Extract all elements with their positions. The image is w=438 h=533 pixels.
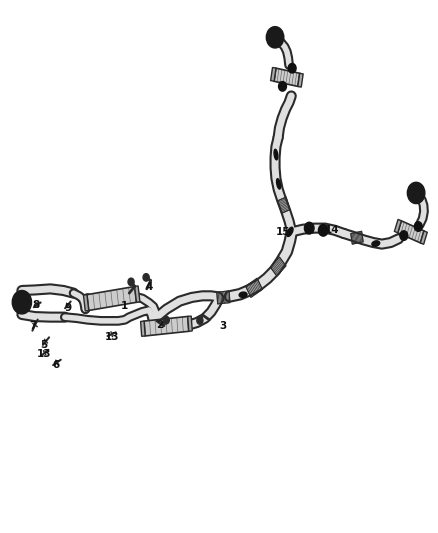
Text: 4: 4 <box>145 282 152 292</box>
Text: 8: 8 <box>32 300 39 310</box>
Polygon shape <box>144 317 189 336</box>
Polygon shape <box>395 220 401 233</box>
Text: 15: 15 <box>276 227 291 237</box>
Text: 14: 14 <box>325 225 339 235</box>
Ellipse shape <box>279 82 286 91</box>
Ellipse shape <box>288 63 296 73</box>
Polygon shape <box>420 231 427 244</box>
Polygon shape <box>398 221 424 243</box>
Text: 13: 13 <box>36 350 51 359</box>
Circle shape <box>17 296 27 308</box>
Text: 5: 5 <box>40 341 47 350</box>
Ellipse shape <box>414 222 422 231</box>
Text: 6: 6 <box>53 360 60 370</box>
Ellipse shape <box>276 179 281 189</box>
Polygon shape <box>188 316 192 332</box>
Circle shape <box>412 188 420 198</box>
Text: 1: 1 <box>121 302 128 311</box>
Polygon shape <box>84 295 89 311</box>
Circle shape <box>128 278 134 286</box>
Polygon shape <box>298 73 303 87</box>
Ellipse shape <box>304 222 314 234</box>
Polygon shape <box>271 68 276 82</box>
Circle shape <box>197 317 203 324</box>
Text: 3: 3 <box>220 321 227 331</box>
Text: 7: 7 <box>29 321 36 331</box>
Text: 13: 13 <box>104 332 119 342</box>
Circle shape <box>163 317 170 324</box>
Circle shape <box>143 273 149 281</box>
Ellipse shape <box>318 224 328 236</box>
Ellipse shape <box>287 227 293 237</box>
Circle shape <box>266 27 284 48</box>
Circle shape <box>12 290 32 314</box>
Ellipse shape <box>274 149 278 160</box>
Text: 9: 9 <box>64 303 71 313</box>
Circle shape <box>271 32 279 43</box>
Polygon shape <box>134 286 140 302</box>
Ellipse shape <box>372 241 380 246</box>
Polygon shape <box>87 286 137 311</box>
Polygon shape <box>274 68 300 86</box>
Polygon shape <box>141 321 145 336</box>
Circle shape <box>407 182 425 204</box>
Ellipse shape <box>400 231 408 240</box>
Text: 2: 2 <box>156 320 163 330</box>
Ellipse shape <box>239 292 247 297</box>
